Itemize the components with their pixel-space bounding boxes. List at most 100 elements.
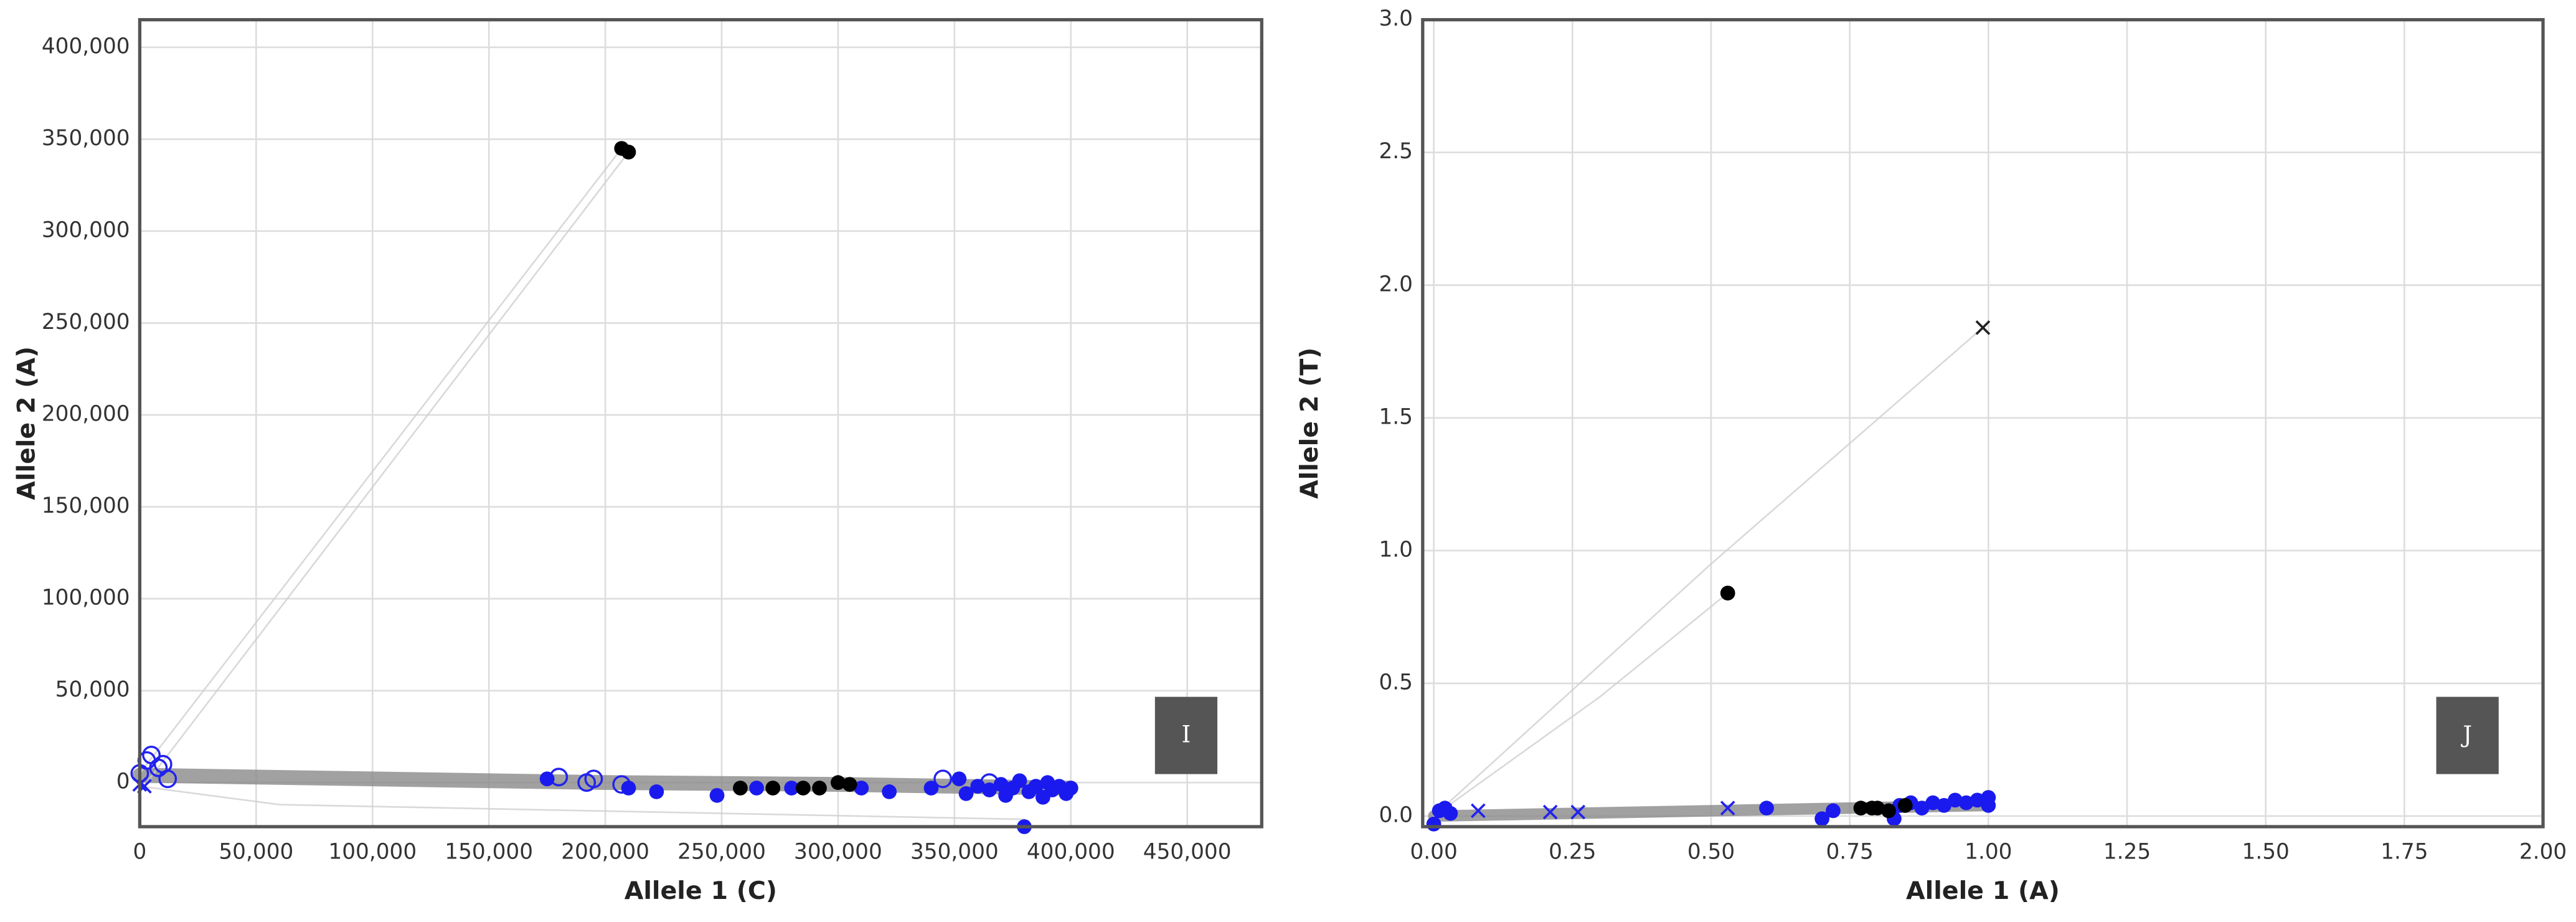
point	[1914, 801, 1930, 816]
point	[1881, 803, 1896, 819]
point	[1443, 806, 1458, 821]
y-tick-label: 0	[116, 769, 130, 794]
plot-area	[139, 19, 1262, 827]
trace-line	[1433, 326, 1984, 817]
x-tick-label: 1.25	[2103, 840, 2151, 865]
y-tick-label: 0.5	[1379, 670, 1413, 695]
y-tick-label: 2.0	[1379, 272, 1413, 297]
point	[970, 779, 986, 794]
trace-line	[1433, 592, 1729, 817]
y-tick-label: 400,000	[42, 34, 130, 59]
point	[765, 781, 781, 796]
plot-border	[1421, 18, 2545, 829]
y-tick-label: 150,000	[42, 493, 130, 518]
point	[958, 786, 974, 801]
point	[795, 781, 811, 796]
point	[539, 771, 555, 787]
x-tick-label: 1.00	[1965, 840, 2012, 865]
y-tick-label: 1.0	[1379, 537, 1413, 562]
x-tick-label: 50,000	[219, 840, 293, 865]
point	[158, 769, 177, 789]
annotation-box	[1154, 696, 1218, 774]
annotation: J	[2460, 721, 2472, 748]
x-tick-label: 1.75	[2380, 840, 2428, 865]
point	[733, 781, 748, 796]
x-tick-label: 200,000	[561, 840, 649, 865]
point	[621, 781, 636, 796]
point	[1870, 801, 1885, 816]
y-tick-label: 200,000	[42, 402, 130, 427]
x-tick-label: 2.00	[2519, 840, 2567, 865]
y-tick-label: 300,000	[42, 217, 130, 242]
plot-area	[1422, 19, 2544, 827]
point	[584, 769, 603, 789]
x-tick-label: 100,000	[328, 840, 417, 865]
x-tick-label: 0.50	[1687, 840, 1735, 865]
point	[933, 769, 953, 789]
y-tick-label: 50,000	[55, 677, 130, 702]
point	[149, 758, 168, 777]
point	[982, 782, 997, 797]
point	[1759, 801, 1774, 816]
point	[1028, 779, 1044, 794]
point	[749, 781, 764, 796]
point	[1063, 781, 1078, 796]
point	[1925, 795, 1941, 810]
point	[831, 775, 846, 791]
point	[812, 781, 827, 796]
trace-line	[139, 785, 1026, 820]
point	[882, 784, 897, 799]
point	[1958, 795, 1974, 810]
point	[1897, 798, 1913, 813]
point	[1471, 803, 1486, 819]
trace-line	[146, 151, 630, 784]
plot-border	[138, 18, 1263, 829]
point	[1937, 798, 1951, 813]
y-tick-label: 100,000	[42, 586, 130, 611]
point	[842, 777, 857, 792]
trace-line	[139, 147, 623, 774]
point	[854, 781, 869, 796]
point	[1570, 804, 1586, 820]
x-tick-label: 250,000	[677, 840, 766, 865]
x-axis-label: Allele 1 (A)	[1906, 877, 2060, 905]
point	[709, 787, 725, 803]
point	[1720, 586, 1735, 601]
point	[1012, 773, 1027, 789]
y-tick-label: 350,000	[42, 126, 130, 151]
annotation-box	[2436, 696, 2499, 774]
y-axis-label: Allele 2 (T)	[1295, 348, 1324, 499]
y-tick-label: 1.5	[1379, 404, 1413, 429]
point	[1814, 811, 1830, 827]
point	[649, 784, 664, 799]
y-axis-label: Allele 2 (A)	[12, 346, 41, 500]
x-tick-label: 350,000	[910, 840, 999, 865]
x-tick-label: 450,000	[1143, 840, 1232, 865]
x-tick-label: 150,000	[445, 840, 533, 865]
point	[1970, 792, 1985, 808]
x-tick-label: 0.00	[1410, 840, 1457, 865]
point	[1981, 790, 1996, 805]
x-tick-label: 300,000	[794, 840, 882, 865]
point	[951, 771, 967, 787]
point	[1948, 792, 1963, 808]
x-tick-label: 0	[133, 840, 147, 865]
point	[1975, 320, 1991, 335]
x-tick-label: 0.25	[1549, 840, 1596, 865]
point	[1826, 803, 1841, 819]
x-tick-label: 400,000	[1027, 840, 1115, 865]
y-tick-label: 2.5	[1379, 139, 1413, 164]
point	[1542, 804, 1558, 820]
point	[1426, 816, 1441, 832]
point	[621, 145, 636, 159]
point	[923, 781, 939, 796]
point	[1853, 801, 1869, 816]
point	[784, 781, 800, 796]
x-axis-label: Allele 1 (C)	[625, 877, 777, 905]
y-tick-label: 3.0	[1379, 6, 1413, 31]
x-tick-label: 1.50	[2242, 840, 2290, 865]
x-tick-label: 0.75	[1826, 840, 1873, 865]
y-tick-label: 0.0	[1379, 802, 1413, 827]
y-tick-label: 250,000	[42, 310, 130, 335]
